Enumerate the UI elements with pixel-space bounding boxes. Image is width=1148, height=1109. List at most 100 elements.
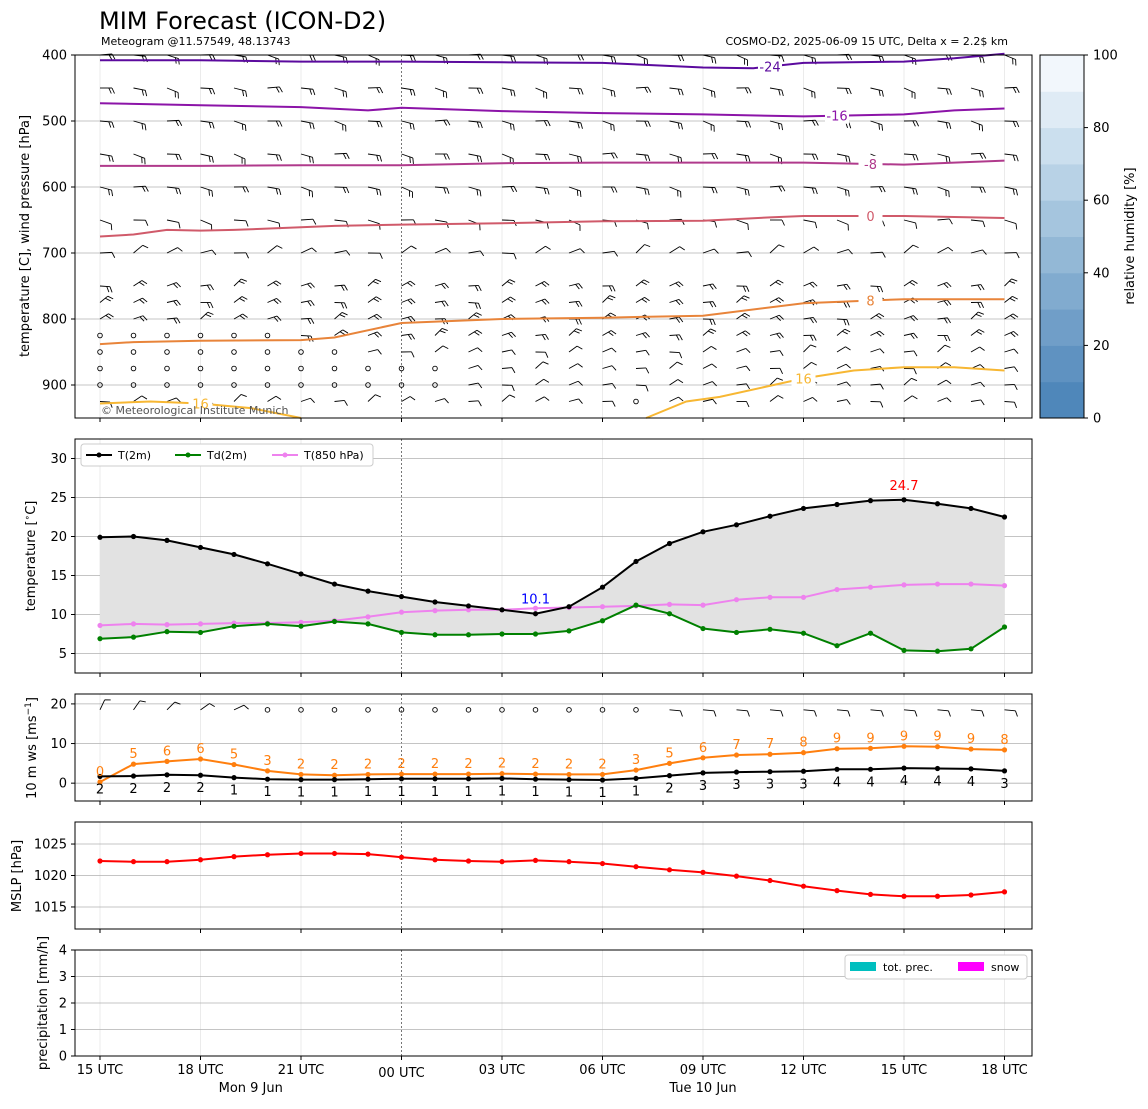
x-tick-label: 12 UTC [780, 1063, 826, 1078]
mslp-point [667, 867, 672, 872]
barb-flag [948, 123, 951, 129]
barb-flag [679, 353, 682, 359]
t850-point [901, 582, 906, 587]
wind-barb [971, 284, 984, 291]
wind-barb [99, 154, 114, 162]
wind-barb [467, 187, 482, 196]
barb-staff [938, 300, 948, 302]
barb-flag [309, 123, 313, 129]
barb-flag [646, 368, 649, 374]
wind-barb [233, 88, 248, 97]
barb-flag [105, 698, 111, 703]
wind-barb [701, 88, 716, 98]
calm-marker [466, 708, 471, 713]
barb-staff [469, 365, 479, 368]
barb-flag [914, 711, 917, 717]
barb-staff [636, 245, 644, 253]
gust-point [566, 772, 571, 777]
barb-flag [177, 300, 181, 306]
t2m-point [164, 538, 169, 543]
barb-flag [613, 57, 616, 63]
barb-staff [569, 88, 581, 89]
barb-staff [469, 303, 479, 304]
barb-flag [513, 56, 516, 62]
gust-value-label: 8 [799, 736, 807, 751]
barb-flag [377, 121, 380, 127]
barb-staff [804, 397, 813, 401]
wind-barb [435, 398, 449, 407]
wind-barb [836, 154, 851, 162]
y-tick-label: 1015 [34, 900, 67, 915]
wind-barb [200, 88, 215, 94]
wind-barb [903, 220, 918, 229]
calm-marker [332, 366, 337, 371]
barb-staff [904, 55, 915, 59]
wind-barb [804, 396, 818, 406]
isotherm-label: 16 [795, 372, 812, 387]
barb-staff [268, 87, 280, 88]
wind-barb [367, 187, 382, 196]
barb-flag [845, 345, 850, 351]
barb-staff [502, 154, 513, 158]
wind-barb [299, 154, 314, 163]
mslp-ylabel: MSLP [hPa] [10, 840, 25, 912]
barb-flag [309, 89, 312, 95]
barb-flag [912, 188, 915, 194]
wind-barb [402, 280, 416, 291]
gust-point [399, 771, 404, 776]
wind-barb [871, 330, 885, 340]
wind-barb [938, 317, 951, 324]
wind-barb [971, 328, 984, 340]
barb-flag [108, 156, 111, 162]
gust-point [131, 762, 136, 767]
gust-point [700, 755, 705, 760]
ws-point [868, 767, 873, 772]
barb-flag [981, 400, 984, 406]
wind-barb [770, 394, 783, 406]
barb-staff [636, 154, 648, 155]
tmin-label: 10.1 [521, 593, 550, 608]
isotherm-label: 0 [866, 210, 874, 225]
t850-point [868, 585, 873, 590]
wind-barb [636, 368, 649, 374]
barb-flag [914, 223, 918, 229]
barb-flag [981, 711, 984, 717]
barb-staff [670, 352, 680, 353]
barb-staff [234, 394, 241, 401]
barb-flag [948, 336, 951, 342]
wind-barb [971, 310, 984, 323]
gust-point [499, 771, 504, 776]
barb-flag [710, 284, 714, 290]
t2m-point [700, 529, 705, 534]
day-label: Tue 10 Jun [668, 1081, 736, 1096]
y-tick-label: 3 [59, 970, 67, 985]
gust-value-label: 7 [732, 738, 740, 753]
wind-barb [502, 278, 515, 290]
legend-snow-label: snow [991, 961, 1019, 974]
t850-point [801, 595, 806, 600]
barb-staff [268, 298, 277, 302]
barb-flag [346, 153, 349, 159]
colorbar-cell [1040, 309, 1084, 346]
mslp-point [968, 892, 973, 897]
barb-staff [335, 285, 345, 286]
gust-value-label: 2 [498, 757, 506, 772]
ws-value-label: 1 [330, 786, 338, 801]
wind-barb [669, 88, 684, 95]
ws-point [164, 772, 169, 777]
wind-barb [703, 327, 716, 339]
barb-flag [178, 222, 182, 228]
barb-staff [569, 249, 580, 253]
wind-barb [804, 281, 818, 291]
barb-flag [847, 320, 850, 326]
barb-flag [211, 303, 214, 309]
barb-staff [536, 154, 548, 155]
barb-staff [368, 350, 378, 352]
y-tick-label: 500 [42, 115, 67, 130]
barb-staff [703, 302, 713, 303]
wind-barb [835, 220, 851, 231]
wind-barb [670, 378, 683, 389]
upper-air-ylabel: temperature [C], wind pressure [hPa] [18, 115, 33, 357]
barb-flag [279, 87, 282, 93]
barb-staff [134, 245, 143, 253]
